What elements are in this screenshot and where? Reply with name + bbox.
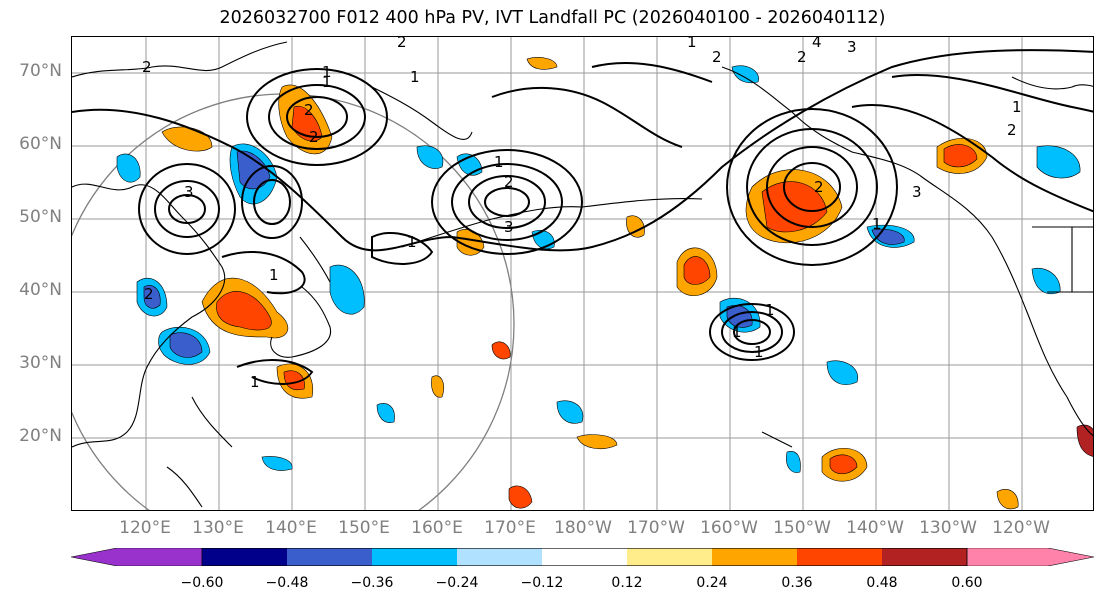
lat-label-70n: 70°N [19,61,62,81]
contour-label: 1 [322,63,332,81]
lon-label: 130°E [192,518,244,538]
contour-label: 1 [250,373,260,391]
lat-label-50n: 50°N [19,207,62,227]
negative-anomaly-shading [116,65,1081,473]
map-panel[interactable]: 2 1 2 1 2 1 4 3 2 2 1 2 1 2 3 1 1 1 2 3 … [71,36,1094,511]
lon-label: 150°E [338,518,390,538]
lon-label: 120°E [119,518,171,538]
contour-label: 3 [184,183,194,201]
colorbar-extend-high [966,548,1094,566]
lat-label-40n: 40°N [19,280,62,300]
colorbar-tick: −0.12 [520,575,564,591]
contour-label: 2 [304,101,314,119]
contour-label: 3 [847,38,857,56]
lon-label: 160°W [700,518,758,538]
colorbar-segment [797,548,882,566]
colorbar-segment [457,548,542,566]
contour-label: 1 [687,37,697,51]
contour-label: 2 [397,37,407,51]
colorbar-tick: 0.48 [866,575,898,591]
colorbar-segment [712,548,797,566]
colorbar-tick: 0.60 [951,575,983,591]
colorbar-extend-low [71,548,203,566]
contour-label: 1 [754,343,764,361]
colorbar [71,548,1094,566]
pv-contours [72,49,1093,385]
colorbar-tick: −0.36 [350,575,394,591]
contour-label: 2 [1007,121,1017,139]
colorbar-tick: 0.12 [611,575,643,591]
contour-label: 1 [410,68,420,86]
contour-label: 1 [732,323,742,341]
contour-label: 2 [309,128,319,146]
colorbar-tick: 0.36 [781,575,813,591]
lon-label: 130°W [919,518,977,538]
lon-label: 120°W [992,518,1050,538]
contour-label: 3 [912,183,922,201]
contour-label: 3 [504,218,514,236]
contour-label: 2 [144,285,154,303]
contour-label: 1 [872,215,882,233]
contour-label: 2 [797,48,807,66]
contour-label: 2 [142,58,152,76]
colorbar-segment [627,548,712,566]
lat-label-20n: 20°N [19,426,62,446]
positive-anomaly-shading [161,57,1093,510]
coastlines [72,41,1093,508]
lon-label: 160°E [411,518,463,538]
colorbar-segment [202,548,287,566]
contour-label: 2 [712,48,722,66]
colorbar-segment [287,548,372,566]
contour-label: 4 [812,37,822,51]
colorbar-outline [201,548,968,566]
contour-label: 1 [269,266,279,284]
lon-label: 170°E [484,518,536,538]
lat-label-60n: 60°N [19,134,62,154]
lon-label: 170°W [627,518,685,538]
map-canvas: 2 1 2 1 2 1 4 3 2 2 1 2 1 2 3 1 1 1 2 3 … [72,37,1093,510]
lat-label-30n: 30°N [19,353,62,373]
colorbar-segment [372,548,457,566]
contour-label: 1 [1012,98,1022,116]
contour-label: 1 [407,233,417,251]
contour-label: 2 [814,178,824,196]
contour-label: 1 [494,153,504,171]
colorbar-segment [882,548,967,566]
lon-label: 140°W [846,518,904,538]
colorbar-tick: −0.48 [265,575,309,591]
colorbar-tick: −0.60 [180,575,224,591]
lon-label: 140°E [265,518,317,538]
contour-label: 1 [322,73,332,91]
contour-labels: 2 1 2 1 2 1 4 3 2 2 1 2 1 2 3 1 1 1 2 3 … [142,37,1022,391]
lon-label: 180°W [554,518,612,538]
lon-label: 150°W [773,518,831,538]
colorbar-segment [542,548,627,566]
map-title: 2026032700 F012 400 hPa PV, IVT Landfall… [219,8,886,28]
contour-label: 1 [765,301,775,319]
colorbar-tick: −0.24 [435,575,479,591]
colorbar-tick: 0.24 [696,575,728,591]
contour-label: 2 [504,173,514,191]
